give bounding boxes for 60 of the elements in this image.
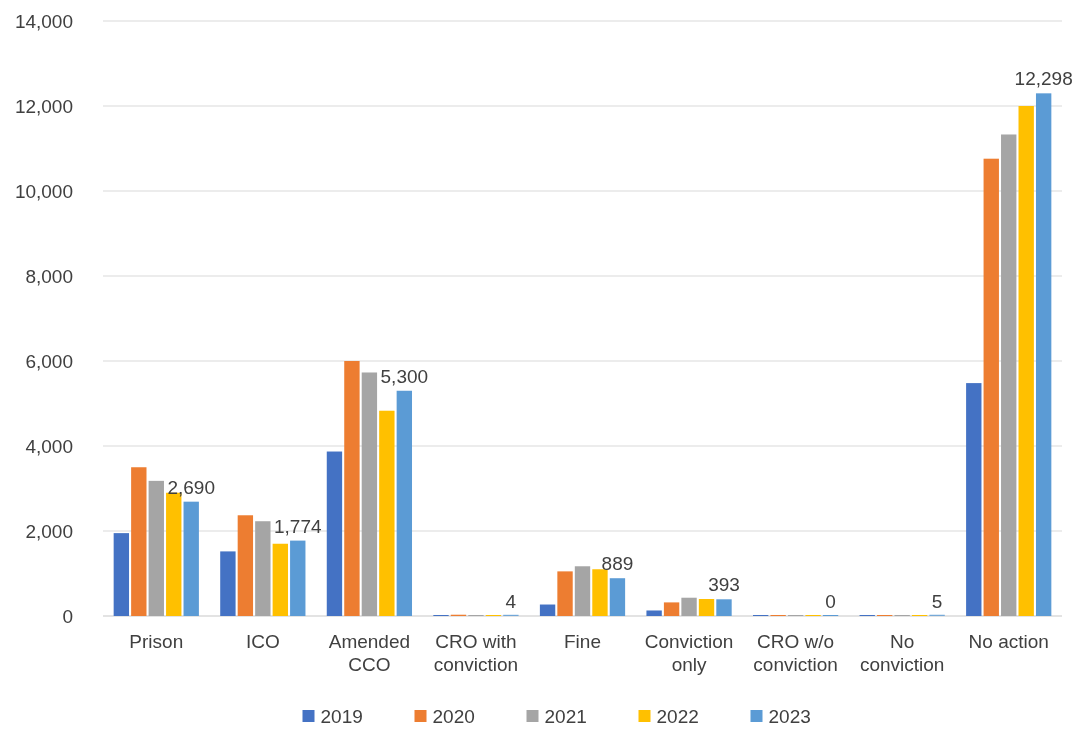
bar xyxy=(255,521,271,616)
y-tick-label: 6,000 xyxy=(25,350,73,372)
y-tick-label: 8,000 xyxy=(25,265,73,287)
legend-label: 2022 xyxy=(656,705,699,727)
data-label: 0 xyxy=(825,591,836,612)
y-tick-label: 14,000 xyxy=(14,10,73,32)
bar xyxy=(272,543,288,616)
x-tick-label: Fine xyxy=(564,631,601,652)
legend-label: 2021 xyxy=(544,705,587,727)
x-tick-label: Prison xyxy=(129,631,184,652)
bar xyxy=(1018,106,1034,616)
bar xyxy=(557,571,573,616)
bar xyxy=(609,578,626,616)
bar xyxy=(396,390,413,616)
bar xyxy=(326,451,343,616)
y-tick-label: 12,000 xyxy=(14,95,73,117)
bar xyxy=(131,467,147,616)
bar xyxy=(290,540,306,616)
bar xyxy=(698,599,715,616)
legend-label: 2023 xyxy=(768,705,811,727)
bar xyxy=(716,599,732,616)
x-tick-label: CRO with conviction xyxy=(433,631,519,675)
data-label: 12,298 xyxy=(1014,68,1073,90)
legend-label: 2020 xyxy=(432,705,475,727)
x-tick-label: No conviction xyxy=(859,631,945,675)
bar xyxy=(592,569,608,616)
bar xyxy=(148,480,164,616)
data-label: 2,690 xyxy=(167,476,215,498)
bar xyxy=(1035,93,1052,616)
data-label: 5 xyxy=(931,590,943,612)
bar xyxy=(1001,134,1017,616)
bar xyxy=(646,610,662,616)
y-tick-label: 4,000 xyxy=(25,435,73,457)
x-tick-label: Conviction only xyxy=(644,631,734,675)
legend-label: 2019 xyxy=(320,705,363,727)
bar xyxy=(539,604,556,616)
bar xyxy=(983,158,999,616)
data-label: 393 xyxy=(708,574,740,596)
data-label: 4 xyxy=(505,590,517,612)
data-label: 889 xyxy=(601,553,634,575)
bar xyxy=(361,372,378,616)
data-label: 1,774 xyxy=(274,515,322,537)
x-tick-label: CRO w/o conviction xyxy=(753,631,838,675)
x-tick-label: ICO xyxy=(245,631,280,652)
bar xyxy=(237,515,254,616)
bar xyxy=(183,501,199,616)
x-tick-label: No action xyxy=(968,631,1049,652)
data-label: 5,300 xyxy=(380,365,429,387)
bar xyxy=(113,533,130,616)
x-tick-label: Amended CCO xyxy=(328,631,411,675)
bar xyxy=(574,566,591,616)
y-tick-label: 0 xyxy=(62,605,73,627)
bar xyxy=(344,361,360,616)
bar xyxy=(379,410,395,616)
bar xyxy=(681,597,697,616)
bar xyxy=(220,551,236,616)
y-tick-label: 10,000 xyxy=(14,180,73,202)
y-tick-label: 2,000 xyxy=(25,520,73,542)
bar xyxy=(966,383,982,616)
bar xyxy=(663,602,680,616)
